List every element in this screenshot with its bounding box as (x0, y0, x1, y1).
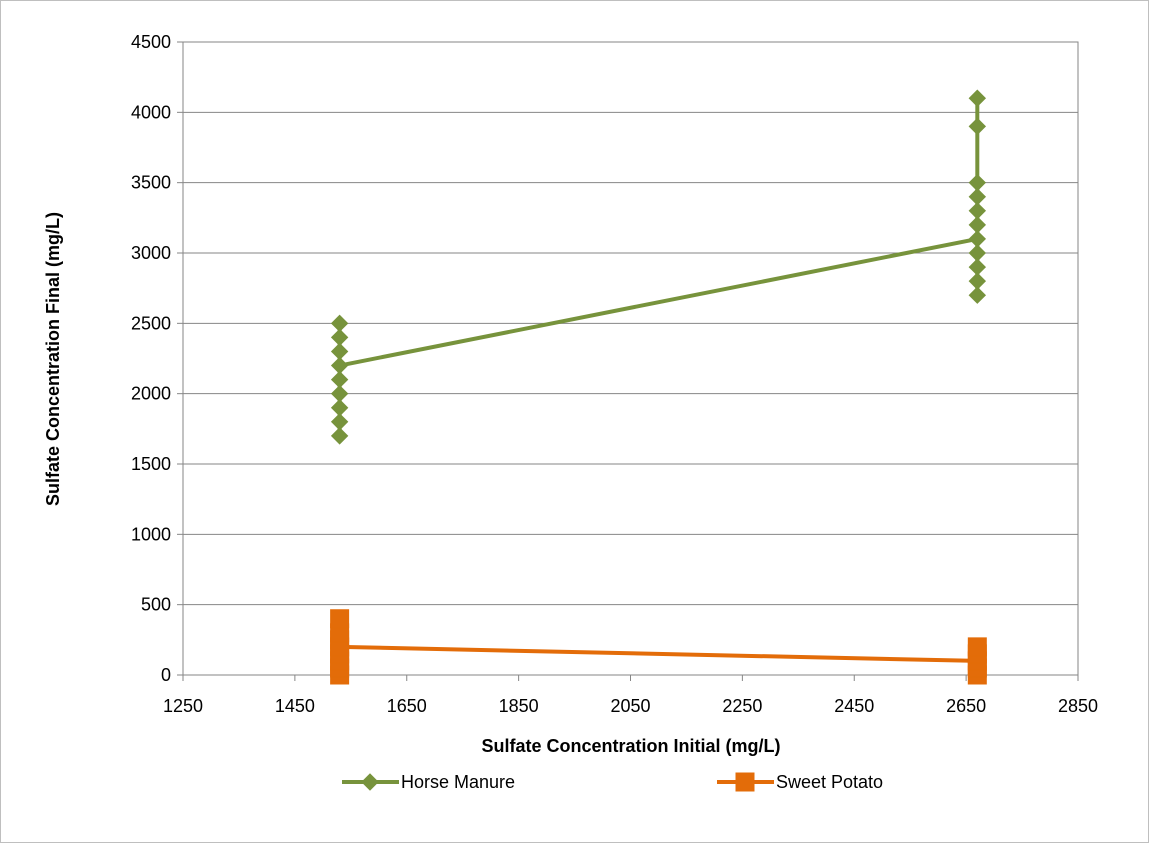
data-point (330, 328, 349, 347)
plot-area-border (182, 41, 1079, 676)
legend-item: Horse Manure (342, 772, 515, 792)
y-tick-label: 2000 (131, 384, 171, 404)
series-line (339, 644, 978, 663)
series-layer (330, 89, 987, 685)
data-point (330, 609, 350, 629)
tick-labels: 0 500 1000 1500 2000 2500 3000 3500 4000 4500 1250… (131, 32, 1098, 716)
x-tick-label: 2250 (722, 696, 762, 716)
data-point (968, 173, 987, 192)
data-point (968, 89, 987, 107)
data-point (330, 314, 349, 333)
series-line (339, 236, 978, 368)
data-point (968, 188, 987, 206)
y-tick-label: 3000 (131, 243, 171, 263)
y-tick-label: 4000 (131, 102, 171, 122)
data-point (968, 117, 987, 136)
y-axis-title: Sulfate Concentration Final (mg/L) (43, 212, 63, 506)
y-tick-label: 3500 (131, 173, 171, 193)
legend-marker (361, 773, 379, 791)
data-point (968, 244, 987, 262)
data-point (968, 202, 987, 220)
x-axis-title: Sulfate Concentration Initial (mg/L) (481, 736, 780, 756)
axes (177, 41, 1079, 681)
series-horse-manure (330, 89, 987, 445)
data-point (330, 342, 349, 361)
legend-label: Horse Manure (401, 772, 515, 792)
legend: Horse Manure Sweet Potato (342, 772, 883, 792)
data-point (968, 216, 987, 234)
y-tick-label: 4500 (131, 32, 171, 52)
legend-marker (735, 772, 755, 792)
y-tick-label: 2500 (131, 313, 171, 333)
legend-item: Sweet Potato (717, 772, 883, 792)
data-point (330, 413, 349, 431)
x-tick-label: 1650 (387, 696, 427, 716)
series-sweet-potato (330, 609, 987, 685)
data-point (330, 356, 349, 375)
data-point (968, 272, 987, 290)
x-tick-label: 2450 (834, 696, 874, 716)
x-tick-label: 1850 (499, 696, 539, 716)
y-tick-label: 1000 (131, 524, 171, 544)
x-tick-label: 2650 (946, 696, 986, 716)
x-tick-label: 1250 (163, 696, 203, 716)
x-tick-label: 1450 (275, 696, 315, 716)
data-point (330, 384, 349, 403)
legend-label: Sweet Potato (776, 772, 883, 792)
gridlines (183, 41, 1078, 676)
x-tick-label: 2850 (1058, 696, 1098, 716)
data-point (967, 637, 987, 657)
data-point (968, 286, 987, 304)
data-point (968, 230, 987, 248)
data-point (330, 427, 349, 445)
x-tick-label: 2050 (610, 696, 650, 716)
data-point (968, 258, 987, 276)
y-tick-label: 500 (141, 595, 171, 615)
y-tick-label: 0 (161, 665, 171, 685)
y-tick-label: 1500 (131, 454, 171, 474)
data-point (330, 399, 349, 417)
data-point (330, 370, 349, 389)
